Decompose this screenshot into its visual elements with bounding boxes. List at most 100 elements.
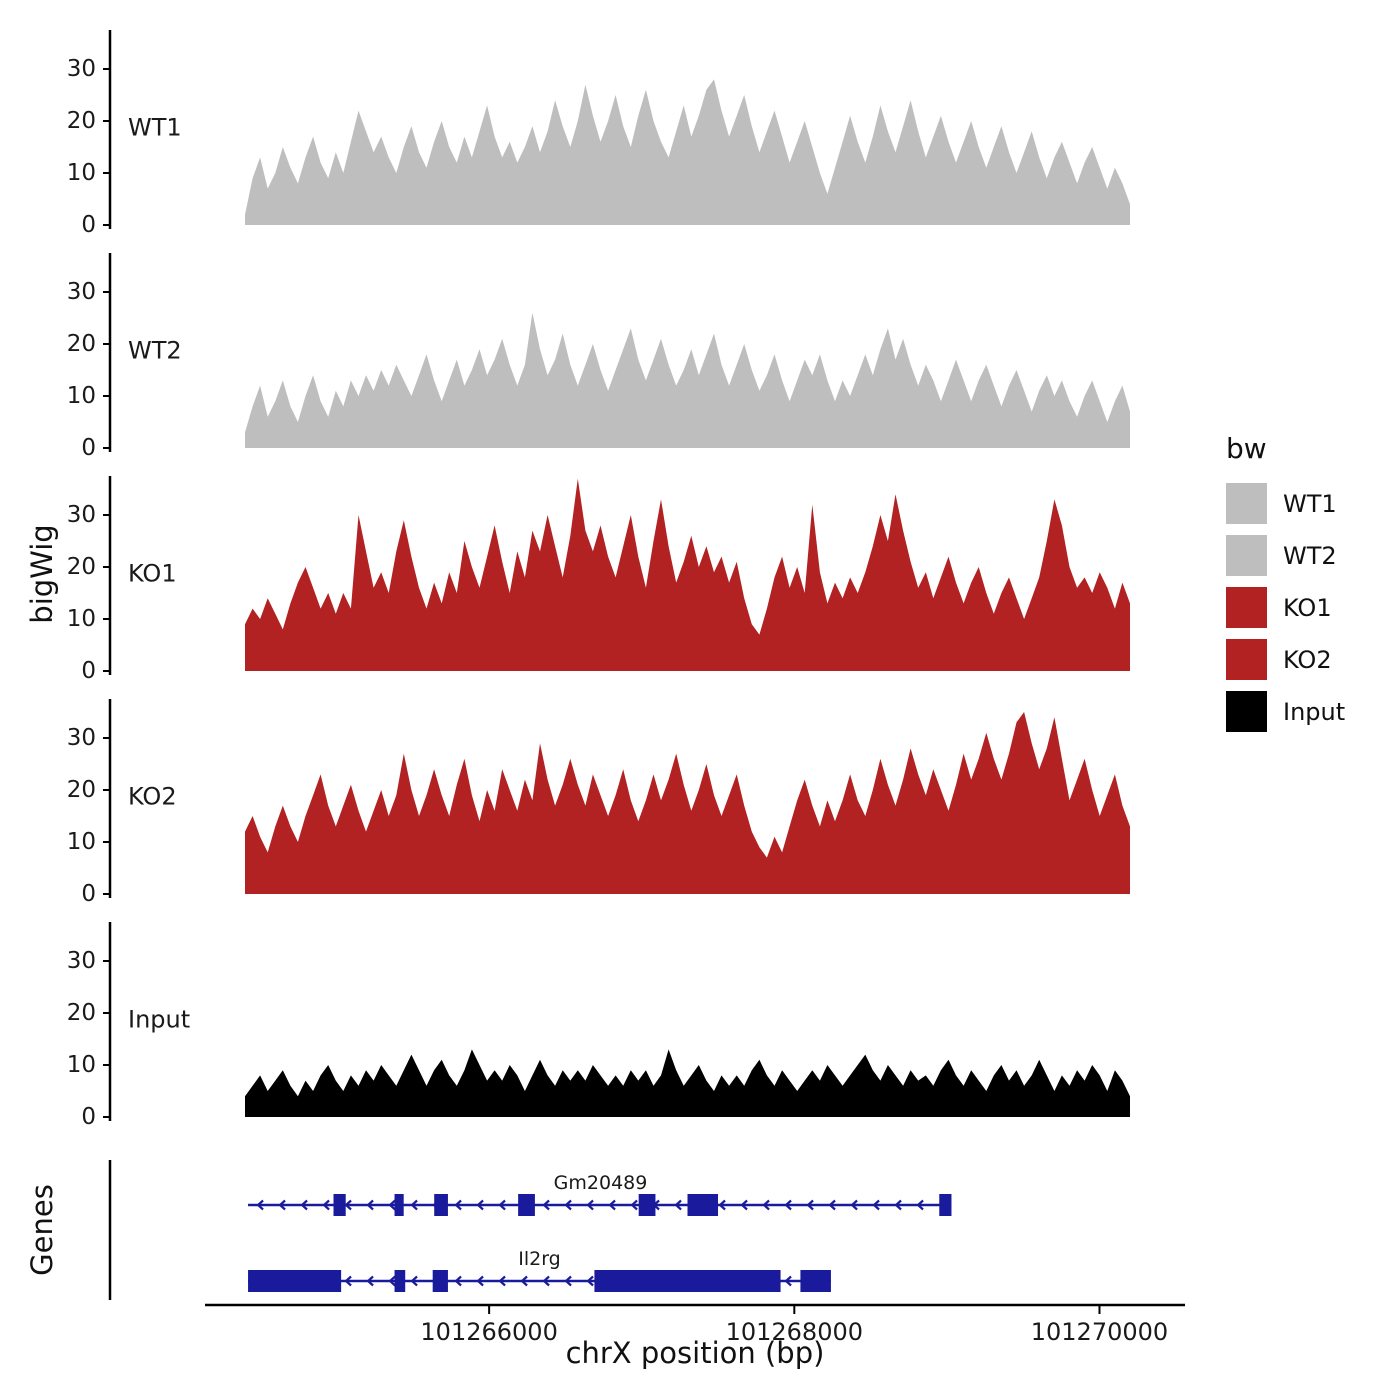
- y-tick-label: 30: [67, 502, 96, 528]
- track-label-Input: Input: [128, 1006, 190, 1034]
- legend-title: bw: [1226, 432, 1267, 465]
- legend-entries: WT1 WT2 KO1 KO2 Input: [1226, 483, 1345, 732]
- y-tick-label: 10: [67, 1052, 96, 1078]
- coverage-area-KO1: [245, 478, 1130, 671]
- strand-arrow-icon: [586, 1199, 594, 1211]
- y-tick-label: 20: [67, 108, 96, 134]
- y-tick-label: 20: [67, 777, 96, 803]
- exon-block: [518, 1194, 535, 1216]
- strand-arrow-icon: [498, 1199, 506, 1211]
- y-tick-label: 20: [67, 331, 96, 357]
- strand-arrow-icon: [564, 1275, 572, 1287]
- exon-block: [939, 1194, 952, 1216]
- strand-arrow-icon: [850, 1199, 858, 1211]
- strand-arrow-icon: [740, 1199, 748, 1211]
- strand-arrow-icon: [388, 1275, 396, 1287]
- y-tick-label: 30: [67, 56, 96, 82]
- track-label-KO1: KO1: [128, 560, 177, 588]
- legend-swatch: [1226, 639, 1267, 680]
- exon-block: [594, 1270, 781, 1292]
- strand-arrow-icon: [872, 1199, 880, 1211]
- strand-arrow-icon: [828, 1199, 836, 1211]
- legend-entry-Input: Input: [1226, 691, 1345, 732]
- gene-model-Il2rg: Il2rg: [248, 1248, 831, 1292]
- panel-KO2: 0 10 20 30 KO2: [67, 699, 1130, 907]
- strand-arrow-icon: [410, 1275, 418, 1287]
- panel-WT1: 0 10 20 30 WT1: [67, 30, 1130, 238]
- legend-swatch: [1226, 587, 1267, 628]
- legend-label: KO2: [1283, 645, 1332, 674]
- strand-arrow-icon: [784, 1275, 792, 1287]
- y-axis-title: bigWig: [25, 524, 59, 624]
- y-tick-label: 0: [81, 1104, 96, 1130]
- strand-arrow-icon: [608, 1199, 616, 1211]
- strand-arrow-icon: [542, 1275, 550, 1287]
- y-tick-label: 0: [81, 658, 96, 684]
- strand-arrow-icon: [718, 1199, 726, 1211]
- strand-arrow-icon: [322, 1199, 330, 1211]
- legend: bw WT1 WT2 KO1 KO2 Input: [1226, 432, 1345, 743]
- y-tick-label: 10: [67, 606, 96, 632]
- strand-arrow-icon: [498, 1275, 506, 1287]
- y-tick-label: 0: [81, 212, 96, 238]
- strand-arrow-icon: [630, 1199, 638, 1211]
- strand-arrow-icon: [784, 1199, 792, 1211]
- strand-arrow-icon: [476, 1199, 484, 1211]
- legend-swatch: [1226, 535, 1267, 576]
- exon-block: [394, 1270, 406, 1292]
- strand-arrow-icon: [454, 1275, 462, 1287]
- legend-entry-WT1: WT1: [1226, 483, 1345, 524]
- panel-Input: 0 10 20 30 Input: [67, 922, 1130, 1130]
- y-tick-label: 0: [81, 881, 96, 907]
- y-tick-label: 30: [67, 725, 96, 751]
- strand-arrow-icon: [564, 1199, 572, 1211]
- legend-entry-KO1: KO1: [1226, 587, 1345, 628]
- strand-arrow-icon: [674, 1199, 682, 1211]
- legend-label: Input: [1283, 697, 1346, 726]
- exon-block: [638, 1194, 656, 1216]
- track-label-KO2: KO2: [128, 783, 177, 811]
- y-tick-label: 10: [67, 829, 96, 855]
- exon-block: [434, 1194, 448, 1216]
- x-tick-label: 101270000: [1031, 1318, 1168, 1346]
- y-tick-label: 10: [67, 383, 96, 409]
- exon-block: [248, 1270, 342, 1292]
- exon-block: [800, 1270, 831, 1292]
- exon-block: [432, 1270, 448, 1292]
- y-tick-label: 10: [67, 160, 96, 186]
- legend-swatch: [1226, 691, 1267, 732]
- strand-arrow-icon: [410, 1199, 418, 1211]
- panel-KO1: 0 10 20 30 KO1: [67, 476, 1130, 684]
- y-tick-label: 0: [81, 435, 96, 461]
- strand-arrow-icon: [916, 1199, 924, 1211]
- gene-label: Il2rg: [518, 1248, 561, 1270]
- strand-arrow-icon: [366, 1199, 374, 1211]
- strand-arrow-icon: [256, 1199, 264, 1211]
- strand-arrow-icon: [344, 1275, 352, 1287]
- y-tick-label: 20: [67, 1000, 96, 1026]
- coverage-area-Input: [245, 1049, 1130, 1117]
- legend-entry-WT2: WT2: [1226, 535, 1345, 576]
- y-tick-label: 30: [67, 279, 96, 305]
- strand-arrow-icon: [762, 1199, 770, 1211]
- legend-label: WT1: [1283, 489, 1337, 518]
- coverage-area-KO2: [245, 712, 1130, 894]
- track-label-WT1: WT1: [128, 114, 182, 142]
- strand-arrow-icon: [542, 1199, 550, 1211]
- strand-arrow-icon: [806, 1199, 814, 1211]
- y-tick-label: 20: [67, 554, 96, 580]
- strand-arrow-icon: [520, 1275, 528, 1287]
- exon-block: [394, 1194, 404, 1216]
- coverage-area-WT1: [245, 79, 1130, 226]
- exon-block: [687, 1194, 719, 1216]
- strand-arrow-icon: [586, 1275, 594, 1287]
- x-axis-title: chrX position (bp): [565, 1336, 825, 1370]
- track-label-WT2: WT2: [128, 337, 182, 365]
- legend-swatch: [1226, 483, 1267, 524]
- genes-panel: Gm20489 Il2rg: [108, 1160, 952, 1300]
- legend-entry-KO2: KO2: [1226, 639, 1345, 680]
- coverage-area-WT2: [245, 312, 1130, 448]
- gene-label: Gm20489: [554, 1172, 648, 1194]
